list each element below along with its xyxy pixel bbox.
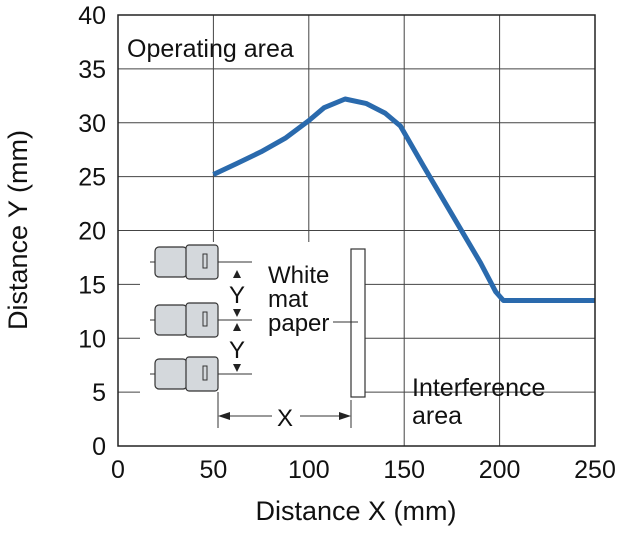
- sensor-led-icon: [202, 365, 208, 381]
- x-tick-label: 0: [111, 456, 125, 484]
- inset-label-paper: paper: [268, 310, 329, 337]
- sensor-body-icon: [185, 244, 219, 280]
- plot-frame: [117, 14, 596, 447]
- inset-label-mat: mat: [268, 286, 308, 313]
- y-tick-label: 40: [78, 2, 106, 30]
- annotation-interference-line1: Interference: [412, 374, 545, 402]
- sensor-led-icon: [202, 311, 208, 327]
- white-mat-paper: [350, 248, 366, 398]
- sensor-head-icon: [154, 304, 188, 336]
- annotation-interference-line2: area: [412, 402, 462, 430]
- sensor-body-icon: [185, 356, 219, 392]
- tick-labels: 0 50 100 150 200 250 0 5 10 15 20 25 30 35 40: [78, 2, 616, 484]
- inset-dim-y2: Y: [229, 337, 245, 364]
- y-tick-label: 30: [78, 110, 106, 138]
- sensor-body-icon: [185, 302, 219, 338]
- x-tick-label: 150: [383, 456, 425, 484]
- sensor-led-icon: [202, 253, 208, 269]
- x-tick-label: 100: [288, 456, 330, 484]
- y-tick-label: 20: [78, 218, 106, 246]
- y-tick-label: 15: [78, 271, 106, 299]
- annotation-operating-area: Operating area: [127, 35, 294, 63]
- arrow-up-icon: [233, 270, 241, 278]
- arrow-down-icon: [233, 309, 241, 317]
- series: [212, 96, 595, 303]
- y-tick-label: 10: [78, 325, 106, 353]
- sensor-head-icon: [154, 358, 188, 390]
- x-tick-label: 200: [479, 456, 521, 484]
- x-axis-label: Distance X (mm): [255, 496, 456, 526]
- setup-diagram: [140, 242, 366, 452]
- x-tick-label: 50: [199, 456, 227, 484]
- arrow-down-icon: [233, 364, 241, 372]
- inset-dim-x: X: [277, 405, 293, 432]
- series-line: [212, 96, 595, 303]
- arrow-right-icon: [339, 412, 351, 420]
- arrow-up-icon: [233, 323, 241, 331]
- x-tick-label: 250: [574, 456, 616, 484]
- arrow-left-icon: [218, 412, 230, 420]
- sensor-head-icon: [154, 246, 188, 278]
- inset-label-white: White: [268, 262, 329, 289]
- y-tick-label: 5: [92, 379, 106, 407]
- y-axis-label: Distance Y (mm): [3, 130, 33, 330]
- y-tick-label: 0: [92, 433, 106, 461]
- inset-dim-y1: Y: [229, 282, 245, 309]
- y-tick-label: 35: [78, 56, 106, 84]
- y-tick-label: 25: [78, 164, 106, 192]
